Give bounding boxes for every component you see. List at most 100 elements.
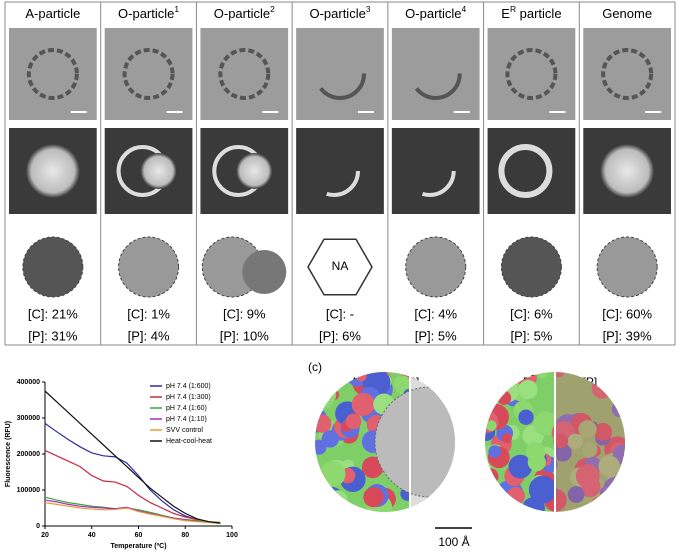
column-header: O-particle3 [309,4,370,21]
capsid-percent: [C]: 9% [223,306,266,321]
legend-label: SVV control [166,427,203,434]
column-header: Genome [602,6,652,21]
column-header-part: 3 [366,4,371,14]
cutaway [555,372,625,512]
capsid-blob [393,375,411,393]
class-average [296,128,384,214]
column-header-part: Genome [602,6,652,21]
column-header-part: E [501,6,510,21]
x-axis-label: Temperature (ºC) [110,543,166,550]
legend-label: pH 7.4 (1:10) [166,416,207,423]
micrograph-particle [26,48,79,100]
x-tick-label: 80 [181,532,189,539]
legend-label: pH 7.4 (1:600) [166,383,211,390]
capsid-blob [315,439,327,455]
capsid-blob [508,454,533,479]
capsid-blob [582,442,598,458]
class-particle [600,144,655,198]
capsid-blob [315,489,336,512]
legend-label: pH 7.4 (1:300) [166,394,211,401]
capsid-blob [485,468,499,485]
column-header: O-particle2 [214,4,275,21]
column-header: A-particle [25,6,80,21]
micrograph-particle [122,48,175,100]
y-tick-label: 100000 [17,487,40,494]
capsid-blob [525,442,546,462]
y-tick-label: 0 [36,523,40,530]
capsid-blob [320,486,343,509]
capsid-blob [594,422,613,441]
y-tick-label: 300000 [17,415,40,422]
capsid-blob [578,420,597,439]
particle-percent: [P]: 5% [415,328,457,343]
hexagon [307,238,373,296]
micrograph [104,28,193,120]
column-header-part: 2 [270,4,275,14]
y-tick-label: 200000 [17,451,40,458]
capsid-blob [437,489,455,512]
capsid-blob [613,381,625,399]
micrograph [487,28,576,120]
capsid-blob [319,374,334,389]
column-header: O-particle4 [405,4,466,21]
x-tick-label: 40 [88,532,96,539]
micrograph [391,28,480,120]
x-tick-label: 20 [41,532,49,539]
capsid-blob [500,380,514,394]
micrograph-particle [505,48,558,100]
particle-percent: [P]: 31% [28,328,78,343]
model-3d [118,236,180,298]
capsid-blob [506,486,525,506]
capsid-blob [567,486,585,503]
capsid-render [315,372,455,512]
capsid-blob [485,420,497,431]
capsid-blob [361,456,384,479]
micrograph-particle [314,48,366,100]
capsid-blob [315,414,332,433]
y-axis-label: Fluorescence (RFU) [5,421,12,487]
column-header-part: 1 [174,4,179,14]
capsid-blob [492,495,509,512]
capsid-blob [533,411,558,436]
capsid-blob [320,461,346,487]
model-3d-genome [242,250,287,294]
scale-label: 100 Å [438,534,469,549]
column-header-part: R [510,4,516,14]
class-genome [140,153,177,189]
model-3d [596,236,658,298]
capsid-blob [488,445,502,459]
capsid-percent: [C]: - [326,306,354,321]
capsid-blob [485,380,500,401]
capsid-blob [319,494,334,509]
capsid-blob [518,379,538,400]
particle-percent: [P]: 39% [603,328,653,343]
class-ring [308,145,360,197]
capsid-blob [351,392,375,417]
capsid-percent: [C]: 21% [28,306,78,321]
capsid-blob [485,499,506,512]
model-3d [500,236,562,298]
series-line [44,449,221,524]
column-header-part: O-particle [118,6,174,21]
column-header: O-particle1 [118,4,179,21]
column-header: ER particle [501,4,561,21]
column-header-part: particle [516,6,562,21]
particle-percent: [P]: 10% [220,328,270,343]
capsid-blob [607,497,625,512]
micrograph-particle [218,48,271,100]
capsid-blob [504,372,521,384]
model-3d [22,236,84,298]
capsid-blob [363,487,384,508]
capsid-blob [553,433,569,449]
class-average [391,128,480,214]
capsid-blob [497,390,512,405]
legend-label: pH 7.4 (1:60) [166,405,207,412]
micrograph [200,28,289,120]
capsid-blob [501,433,512,444]
capsid-blob [491,380,502,391]
panel-frame [4,1,676,346]
capsid-blob [317,385,337,405]
capsid-blob [321,430,339,448]
class-genome [236,153,273,189]
